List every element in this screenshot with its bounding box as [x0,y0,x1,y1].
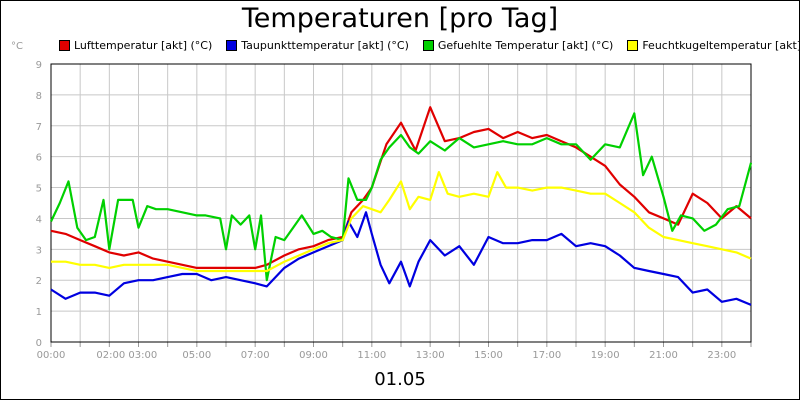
chart-legend: Lufttemperatur [akt] (°C) Taupunkttemper… [59,38,800,52]
y-tick-label: 9 [36,60,42,71]
x-tick-label: 13:00 [416,350,445,361]
axis-layer: 0 1 2 3 4 5 6 7 8 9 00:00 02:00 03:00 05:00 07:00 09:0… [36,60,752,361]
y-tick-label: 1 [36,307,42,318]
series-line-2 [50,112,753,282]
series-line-1 [50,211,752,306]
x-axis-date-label: 01.05 [374,369,426,390]
x-tick-label: 19:00 [591,350,620,361]
legend-swatch-3 [627,39,639,51]
legend-swatch-0 [59,39,70,51]
legend-swatch-1 [226,39,238,51]
chart-title: Temperaturen [pro Tag] [241,3,559,34]
x-tick-label: 09:00 [299,350,328,361]
x-tick-label: 05:00 [182,350,211,361]
legend-item: Lufttemperatur [akt] (°C) [59,38,212,52]
plot-border [50,63,752,343]
y-axis-unit: °C [11,41,23,52]
legend-item: Taupunkttemperatur [akt] (°C) [226,38,409,52]
y-tick-label: 2 [36,276,42,287]
y-tick-label: 0 [36,338,42,349]
y-tick-label: 4 [36,214,42,225]
legend-label: Feuchtkugeltemperatur [akt] (°C) [642,38,800,52]
x-tick-label: 23:00 [707,350,736,361]
x-tick-label: 21:00 [649,350,678,361]
x-tick-label: 02:00 03:00 [96,350,157,361]
x-tick-label: 11:00 [357,350,386,361]
grid-layer [50,63,752,343]
x-tick-label: 15:00 [474,350,503,361]
x-tick-label: 07:00 [241,350,270,361]
y-tick-label: 7 [36,122,42,133]
legend-label: Gefuehlte Temperatur [akt] (°C) [437,38,614,52]
y-tick-label: 3 [36,245,42,256]
y-tick-label: 5 [36,184,42,195]
legend-label: Lufttemperatur [akt] (°C) [74,38,213,52]
series-line-0 [50,106,752,269]
legend-item: Feuchtkugeltemperatur [akt] (°C) [627,38,800,52]
x-tick-label: 00:00 [37,350,66,361]
series-line-3 [51,171,752,273]
legend-swatch-2 [422,39,434,51]
x-tick-label: 17:00 [532,350,561,361]
legend-label: Taupunkttemperatur [akt] (°C) [241,38,409,52]
y-tick-label: 8 [36,91,42,102]
legend-item: Gefuehlte Temperatur [akt] (°C) [422,38,614,52]
series-layer [50,106,753,306]
y-tick-label: 6 [36,153,42,164]
